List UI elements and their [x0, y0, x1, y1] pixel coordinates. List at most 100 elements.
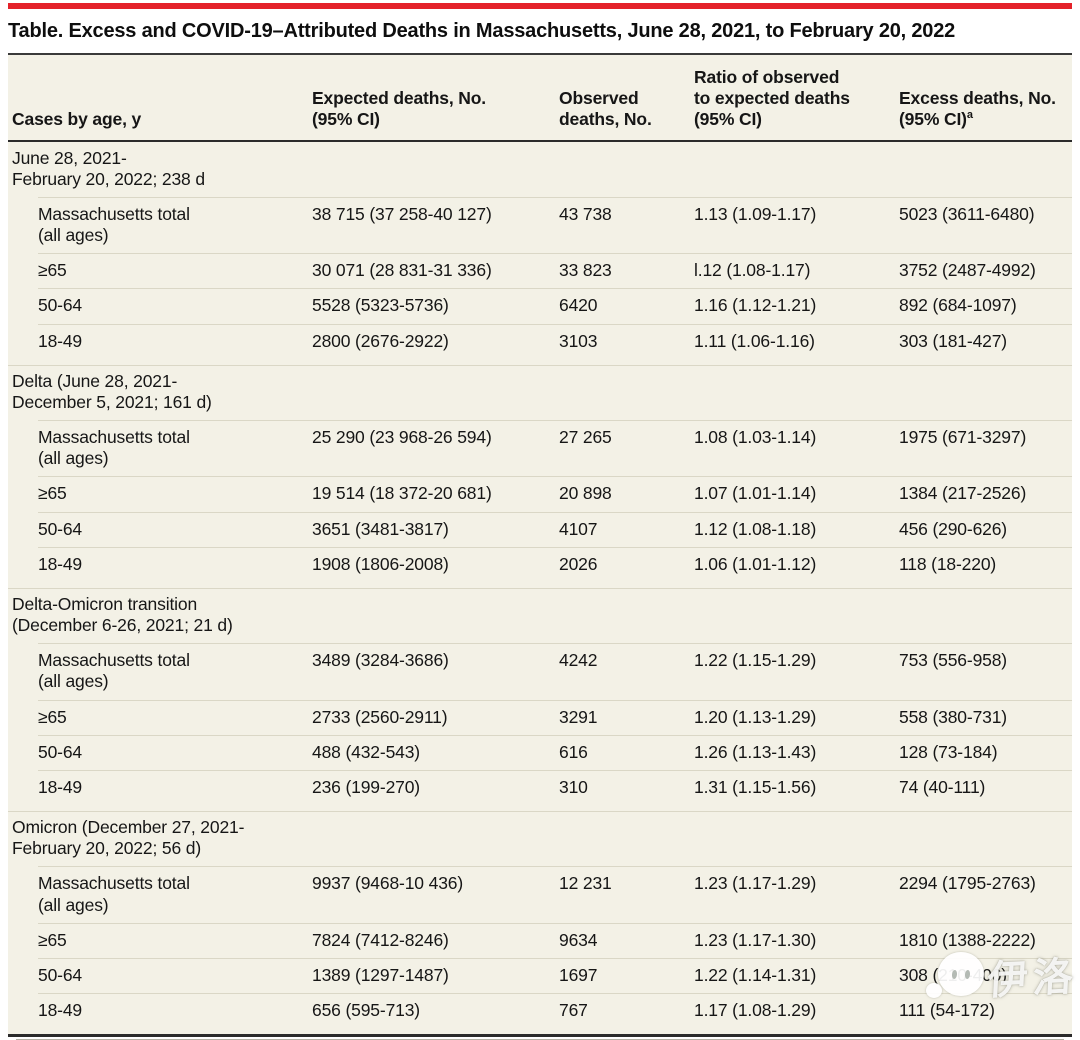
excess-deaths-cell: 74 (40-111) [899, 776, 986, 797]
observed-deaths-cell: 2026 [559, 553, 598, 574]
age-cell: 18-49 [38, 1000, 83, 1021]
section-header-row: Omicron (December 27, 2021- February 20,… [8, 811, 1072, 866]
excess-deaths-cell: 456 (290-626) [899, 518, 1007, 539]
section-header-row: Delta-Omicron transition (December 6-26,… [8, 587, 1072, 643]
excess-deaths-cell: 2294 (1795-2763) [899, 873, 1036, 894]
excess-deaths-cell: 128 (73-184) [899, 741, 998, 762]
excess-deaths-cell: 5023 (3611-6480) [899, 203, 1035, 224]
observed-deaths-cell: 4242 [559, 650, 598, 671]
ratio-cell: 1.22 (1.14-1.31) [694, 964, 817, 985]
age-cell: 18-49 [38, 330, 83, 351]
chat-bubbles-mascot-icon [926, 952, 984, 998]
observed-deaths-cell: 6420 [559, 295, 598, 316]
expected-deaths-cell: 7824 (7412-8246) [312, 929, 449, 950]
age-cell: Massachusetts total (all ages) [38, 873, 190, 915]
age-cell: ≥65 [38, 929, 67, 950]
column-header-row: Cases by age, y Expected deaths, No. (95… [8, 55, 1072, 142]
table-row: Massachusetts total (all ages) 3489 (328… [8, 643, 1072, 699]
table-row: 50-64 1389 (1297-1487) 1697 1.22 (1.14-1… [8, 957, 1072, 993]
watermark-text: 伊洛 [986, 954, 1080, 1004]
observed-deaths-cell: 20 898 [559, 483, 612, 504]
table-row: Massachusetts total (all ages) 25 290 (2… [8, 420, 1072, 476]
column-header-excess-label: Excess deaths, No. (95% CI) [899, 88, 1056, 130]
ratio-cell: 1.16 (1.12-1.21) [694, 295, 817, 316]
table-row: 50-64 3651 (3481-3817) 4107 1.12 (1.08-1… [8, 511, 1072, 547]
excess-deaths-cell: 1810 (1388-2222) [899, 929, 1036, 950]
column-header-ratio: Ratio of observed to expected deaths (95… [694, 67, 850, 130]
observed-deaths-cell: 767 [559, 1000, 588, 1021]
data-table: Cases by age, y Expected deaths, No. (95… [8, 53, 1072, 1038]
expected-deaths-cell: 30 071 (28 831-31 336) [312, 260, 492, 281]
age-cell: 50-64 [38, 518, 83, 539]
observed-deaths-cell: 310 [559, 776, 588, 797]
table-row: 18-49 656 (595-713) 767 1.17 (1.08-1.29)… [8, 993, 1072, 1034]
table-row: ≥65 7824 (7412-8246) 9634 1.23 (1.17-1.3… [8, 922, 1072, 958]
ratio-cell: 1.17 (1.08-1.29) [694, 1000, 817, 1021]
excess-deaths-cell: 1975 (671-3297) [899, 427, 1027, 448]
excess-deaths-cell: 3752 (2487-4992) [899, 260, 1036, 281]
ratio-cell: 1.07 (1.01-1.14) [694, 483, 817, 504]
expected-deaths-cell: 38 715 (37 258-40 127) [312, 203, 492, 224]
observed-deaths-cell: 33 823 [559, 260, 612, 281]
column-header-observed: Observed deaths, No. [559, 88, 652, 130]
section-period-label: Delta (June 28, 2021- December 5, 2021; … [12, 370, 212, 412]
expected-deaths-cell: 2800 (2676-2922) [312, 330, 449, 351]
expected-deaths-cell: 1389 (1297-1487) [312, 964, 449, 985]
big-bubble-icon [938, 952, 984, 996]
excess-deaths-cell: 753 (556-958) [899, 650, 1007, 671]
ratio-cell: 1.13 (1.09-1.17) [694, 203, 817, 224]
ratio-cell: 1.08 (1.03-1.14) [694, 427, 817, 448]
ratio-cell: 1.23 (1.17-1.29) [694, 873, 817, 894]
age-cell: ≥65 [38, 260, 67, 281]
expected-deaths-cell: 488 (432-543) [312, 741, 420, 762]
age-cell: 18-49 [38, 776, 83, 797]
expected-deaths-cell: 2733 (2560-2911) [312, 706, 448, 727]
observed-deaths-cell: 616 [559, 741, 588, 762]
watermark: 伊洛 [926, 946, 1080, 1004]
table-row: 18-49 2800 (2676-2922) 3103 1.11 (1.06-1… [8, 323, 1072, 365]
expected-deaths-cell: 1908 (1806-2008) [312, 553, 449, 574]
age-cell: ≥65 [38, 483, 67, 504]
expected-deaths-cell: 9937 (9468-10 436) [312, 873, 464, 894]
observed-deaths-cell: 12 231 [559, 873, 612, 894]
table-title: Table. Excess and COVID-19–Attributed De… [8, 20, 956, 42]
observed-deaths-cell: 9634 [559, 929, 598, 950]
expected-deaths-cell: 3489 (3284-3686) [312, 650, 449, 671]
section-period-label: Delta-Omicron transition (December 6-26,… [12, 593, 233, 636]
column-header-excess: Excess deaths, No. (95% CI)a [895, 76, 1072, 139]
ratio-cell: l.12 (1.08-1.17) [694, 260, 811, 281]
section-period-label: Omicron (December 27, 2021- February 20,… [12, 817, 245, 859]
observed-deaths-cell: 3103 [559, 330, 598, 351]
age-cell: 18-49 [38, 553, 83, 574]
expected-deaths-cell: 25 290 (23 968-26 594) [312, 427, 492, 448]
excess-deaths-cell: 892 (684-1097) [899, 295, 1017, 316]
table-row: ≥65 19 514 (18 372-20 681) 20 898 1.07 (… [8, 476, 1072, 511]
accent-top-bar [8, 3, 1072, 9]
excess-deaths-cell: 558 (380-731) [899, 706, 1007, 727]
observed-deaths-cell: 4107 [559, 518, 598, 539]
table-row: Massachusetts total (all ages) 38 715 (3… [8, 196, 1072, 253]
age-cell: 50-64 [38, 964, 83, 985]
column-header-age: Cases by age, y [12, 109, 142, 130]
table-row: 18-49 1908 (1806-2008) 2026 1.06 (1.01-1… [8, 546, 1072, 588]
expected-deaths-cell: 5528 (5323-5736) [312, 295, 449, 316]
age-cell: Massachusetts total (all ages) [38, 203, 190, 246]
ratio-cell: 1.26 (1.13-1.43) [694, 741, 817, 762]
ratio-cell: 1.11 (1.06-1.16) [694, 330, 815, 351]
ratio-cell: 1.23 (1.17-1.30) [694, 929, 817, 950]
observed-deaths-cell: 1697 [559, 964, 598, 985]
expected-deaths-cell: 656 (595-713) [312, 1000, 420, 1021]
section-header-row: Delta (June 28, 2021- December 5, 2021; … [8, 364, 1072, 420]
page: Table. Excess and COVID-19–Attributed De… [8, 0, 1072, 1040]
expected-deaths-cell: 236 (199-270) [312, 776, 420, 797]
section-header-row: June 28, 2021- February 20, 2022; 238 d [8, 142, 1072, 197]
age-cell: Massachusetts total (all ages) [38, 427, 190, 469]
age-cell: ≥65 [38, 706, 67, 727]
ratio-cell: 1.06 (1.01-1.12) [694, 553, 817, 574]
age-cell: 50-64 [38, 741, 83, 762]
table-row: ≥65 30 071 (28 831-31 336) 33 823 l.12 (… [8, 253, 1072, 288]
ratio-cell: 1.22 (1.15-1.29) [694, 650, 817, 671]
table-row: 18-49 236 (199-270) 310 1.31 (1.15-1.56)… [8, 769, 1072, 811]
expected-deaths-cell: 3651 (3481-3817) [312, 518, 449, 539]
section-period-label: June 28, 2021- February 20, 2022; 238 d [12, 147, 205, 189]
